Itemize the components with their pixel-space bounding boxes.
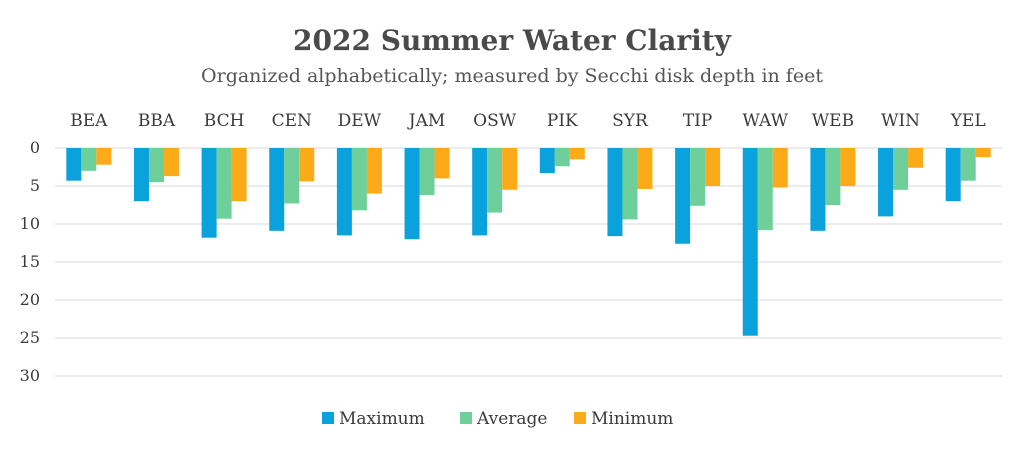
legend-swatch [574,412,586,424]
bar-minimum [231,148,247,202]
y-tick-label: 30 [20,366,40,385]
bar-average [487,148,503,213]
bar-average [690,148,706,206]
bar-minimum [772,148,788,188]
bar-maximum [945,148,961,202]
category-label: BCH [204,111,245,131]
legend-label: Minimum [591,409,673,429]
bar-average [81,148,97,171]
y-tick-label: 5 [30,176,40,195]
bar-average [216,148,232,219]
bar-average [960,148,976,181]
bar-average [351,148,367,211]
category-labels: BEA BBA BCH CEN DEW JAM OSW PIK SYR TIP WAW WEB WIN Y… [70,111,985,131]
bar-minimum [637,148,653,190]
bar-average [148,148,164,183]
legend-label: Average [476,409,547,429]
category-label: WAW [742,111,788,131]
category-label: TIP [683,111,713,131]
bar-average [419,148,435,196]
bar-maximum [607,148,623,237]
bar-minimum [163,148,179,177]
chart-subtitle: Organized alphabetically; measured by Se… [201,65,823,87]
bar-maximum [878,148,894,217]
legend-swatch [322,412,334,424]
y-tick-label: 10 [20,214,40,233]
category-label: PIK [547,111,578,131]
category-label: CEN [272,111,312,131]
bar-average [825,148,841,205]
bar-average [757,148,773,231]
bar-maximum [133,148,149,202]
bar-minimum [908,148,924,168]
bar-maximum [66,148,82,181]
bar-average [554,148,570,167]
category-label: DEW [338,111,382,131]
category-label: JAM [407,111,446,131]
y-tick-label: 0 [30,138,40,157]
bar-maximum [336,148,352,236]
legend: Maximum Average Minimum [322,409,673,429]
chart-title: 2022 Summer Water Clarity [293,24,732,57]
bar-minimum [366,148,382,194]
bars [66,148,991,336]
y-tick-label: 15 [20,252,40,271]
y-axis-ticks: 0 5 10 15 20 25 30 [20,138,40,385]
y-tick-label: 20 [20,290,40,309]
legend-label: Maximum [339,409,425,429]
bar-maximum [742,148,758,336]
bar-maximum [404,148,420,240]
bar-maximum [539,148,555,174]
bar-maximum [675,148,691,244]
bar-minimum [434,148,450,179]
bar-minimum [705,148,721,186]
bar-maximum [269,148,285,231]
category-label: WIN [881,111,920,131]
y-tick-label: 25 [20,328,40,347]
bar-minimum [96,148,112,165]
category-label: BEA [70,111,108,131]
bar-minimum [299,148,315,182]
bar-minimum [975,148,991,158]
bar-minimum [840,148,856,186]
bar-maximum [472,148,488,236]
bar-maximum [810,148,826,231]
legend-swatch [460,412,472,424]
category-label: YEL [950,111,986,131]
gridlines [55,147,1002,377]
bar-average [622,148,638,220]
bar-average [284,148,300,204]
category-label: SYR [612,111,649,131]
category-label: BBA [138,111,176,131]
category-label: OSW [473,111,517,131]
bar-minimum [502,148,518,190]
bar-average [893,148,909,190]
category-label: WEB [812,111,854,131]
bar-minimum [569,148,585,160]
bar-maximum [201,148,217,238]
